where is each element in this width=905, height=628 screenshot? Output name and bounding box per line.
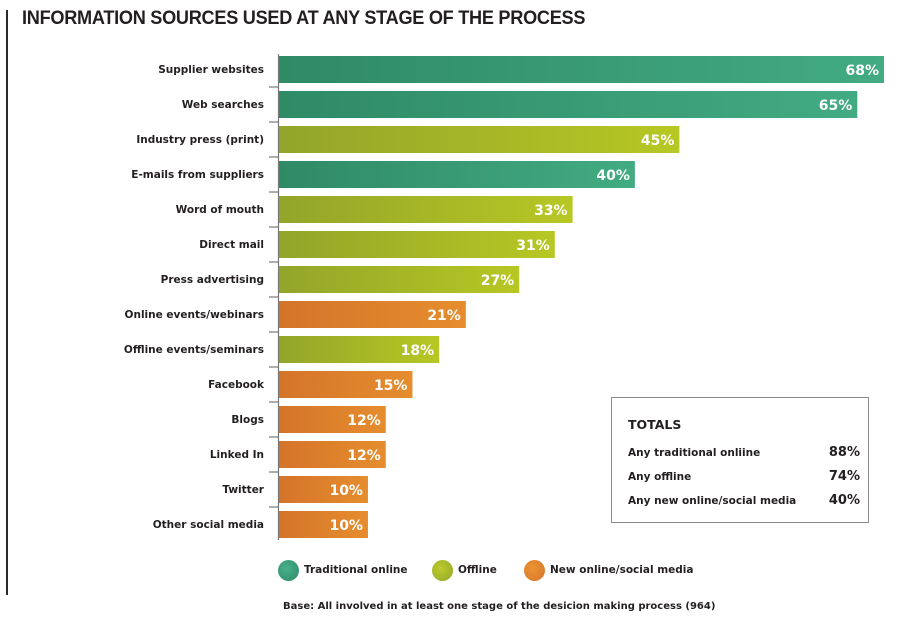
category-label: Supplier websites xyxy=(158,64,264,76)
totals-label: Any traditional onliine xyxy=(628,447,761,459)
left-vertical-rule xyxy=(6,10,8,595)
bar-value-label: 12% xyxy=(347,448,381,464)
bar xyxy=(279,231,555,258)
totals-box: TOTALS Any traditional onliine 88% Any o… xyxy=(611,397,869,523)
bar-value-label: 21% xyxy=(427,308,461,324)
category-label: Blogs xyxy=(231,414,264,426)
category-label: Facebook xyxy=(208,379,265,391)
totals-value: 88% xyxy=(828,445,860,460)
bar xyxy=(279,511,368,538)
totals-value: 40% xyxy=(828,493,860,508)
category-label: Linked In xyxy=(210,449,264,461)
bar-value-label: 31% xyxy=(516,238,550,254)
bar xyxy=(279,301,466,328)
bar xyxy=(279,336,440,363)
bar xyxy=(279,56,884,83)
totals-label: Any offline xyxy=(628,471,692,483)
bar-value-label: 40% xyxy=(596,168,630,184)
bar xyxy=(279,126,680,153)
legend-swatch-offline xyxy=(432,560,453,581)
axis-layer: Supplier websites Web searches Industry pr… xyxy=(124,54,280,540)
bar xyxy=(279,91,858,118)
category-label: Web searches xyxy=(182,99,264,111)
bar-value-label: 10% xyxy=(329,483,363,499)
bars-layer: 68% 65% 45% 40% 33% 31% 27% 21% 18% 15% 12% 12% 10% 1… xyxy=(279,56,884,538)
bar xyxy=(279,266,520,293)
bar-value-label: 33% xyxy=(534,203,568,219)
chart-title: INFORMATION SOURCES USED AT ANY STAGE OF… xyxy=(22,7,586,29)
bar-value-label: 27% xyxy=(481,273,515,289)
bar-value-label: 65% xyxy=(819,98,853,114)
totals-label: Any new online/social media xyxy=(628,495,797,507)
category-label: Industry press (print) xyxy=(136,134,264,146)
base-footnote: Base: All involved in at least one stage… xyxy=(283,601,716,612)
bar xyxy=(279,441,386,468)
bar-value-label: 12% xyxy=(347,413,381,429)
bar-chart: 68% 65% 45% 40% 33% 31% 27% 21% 18% 15% 12% 12% 10% 1… xyxy=(124,54,884,540)
category-label: E-mails from suppliers xyxy=(131,169,264,181)
legend-label: New online/social media xyxy=(550,564,694,576)
category-label: Press advertising xyxy=(161,274,264,286)
category-label: Other social media xyxy=(153,519,264,531)
bar-value-label: 45% xyxy=(641,133,675,149)
legend-swatch-traditional xyxy=(278,560,299,581)
legend-label: Offline xyxy=(458,564,497,576)
totals-value: 74% xyxy=(828,469,860,484)
bar-value-label: 15% xyxy=(374,378,408,394)
totals-title: TOTALS xyxy=(628,417,682,432)
bar xyxy=(279,161,635,188)
category-label: Online events/webinars xyxy=(125,309,264,321)
bar xyxy=(279,371,413,398)
category-label: Word of mouth xyxy=(176,204,264,216)
category-label: Twitter xyxy=(222,484,264,496)
legend-label: Traditional online xyxy=(304,564,408,576)
bar-value-label: 10% xyxy=(329,518,363,534)
legend-swatch-new-media xyxy=(524,560,545,581)
bar-value-label: 18% xyxy=(401,343,435,359)
bar xyxy=(279,476,368,503)
bar xyxy=(279,196,573,223)
category-label: Direct mail xyxy=(199,239,264,251)
bar xyxy=(279,406,386,433)
bar-value-label: 68% xyxy=(845,63,879,79)
category-label: Offline events/seminars xyxy=(124,344,264,356)
